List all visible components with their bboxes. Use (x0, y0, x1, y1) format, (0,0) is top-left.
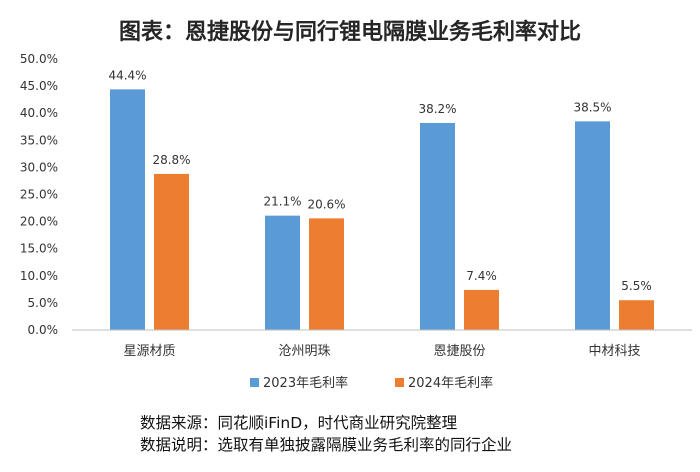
y-axis: 0.0% 5.0% 10.0% 15.0% 20.0% 25.0% 30.0% 35.0% 40… (20, 52, 58, 337)
y-tick-label: 5.0% (28, 296, 59, 310)
data-label: 38.5% (573, 100, 611, 114)
legend-label: 2024年毛利率 (408, 375, 493, 391)
x-category-label: 恩捷股份 (433, 344, 485, 359)
bar (110, 89, 145, 331)
bar-chart: 0.0% 5.0% 10.0% 15.0% 20.0% 25.0% 30.0% 35.0% 40… (20, 52, 692, 391)
data-label: 44.4% (108, 68, 146, 82)
bar (265, 215, 300, 330)
x-category-label: 沧州明珠 (278, 343, 330, 359)
y-tick-label: 50.0% (20, 52, 58, 66)
y-tick-label: 20.0% (20, 215, 58, 229)
data-label: 28.8% (152, 153, 190, 167)
x-axis: 星源材质 沧州明珠 恩捷股份 中材科技 (72, 329, 692, 359)
bar (619, 300, 654, 330)
y-tick-label: 35.0% (20, 133, 58, 147)
data-label: 20.6% (307, 197, 345, 211)
bars: 44.4% 28.8% 21.1% 20.6% 38.2% 7.4% 38.5% 5.5% (108, 68, 654, 331)
x-category-label: 中材科技 (588, 344, 640, 359)
bar (575, 121, 610, 330)
legend-swatch (250, 378, 259, 387)
data-label: 21.1% (263, 195, 301, 209)
bar (154, 173, 189, 330)
data-label: 38.2% (418, 102, 456, 116)
y-tick-label: 15.0% (20, 242, 58, 256)
x-category-label: 星源材质 (123, 344, 175, 359)
legend: 2023年毛利率 2024年毛利率 (250, 375, 493, 391)
notes: 数据来源：同花顺iFinD，时代商业研究院整理 数据说明：选取有单独披露隔膜业务… (140, 412, 512, 456)
legend-swatch (395, 378, 404, 387)
source-note: 数据来源：同花顺iFinD，时代商业研究院整理 (140, 414, 458, 432)
y-tick-label: 45.0% (20, 79, 58, 93)
chart-title: 图表：恩捷股份与同行锂电隔膜业务毛利率对比 (118, 19, 581, 45)
y-tick-label: 10.0% (20, 269, 58, 283)
y-tick-label: 30.0% (20, 160, 58, 174)
legend-label: 2023年毛利率 (263, 375, 348, 391)
bar (464, 289, 499, 330)
bar (420, 122, 455, 331)
y-tick-label: 25.0% (20, 188, 58, 202)
data-explanation-note: 数据说明：选取有单独披露隔膜业务毛利率的同行企业 (140, 436, 513, 454)
data-label: 5.5% (621, 279, 652, 293)
bar (309, 218, 344, 330)
data-label: 7.4% (466, 269, 497, 283)
y-tick-label: 0.0% (28, 323, 59, 337)
y-tick-label: 40.0% (20, 106, 58, 120)
